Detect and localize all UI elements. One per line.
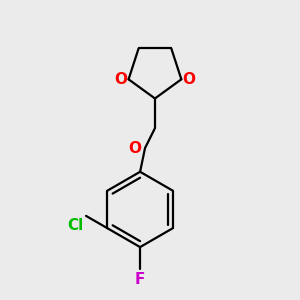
Text: F: F: [135, 272, 145, 287]
Text: O: O: [115, 72, 128, 87]
Text: Cl: Cl: [67, 218, 83, 233]
Text: O: O: [182, 72, 195, 87]
Text: O: O: [128, 140, 141, 155]
